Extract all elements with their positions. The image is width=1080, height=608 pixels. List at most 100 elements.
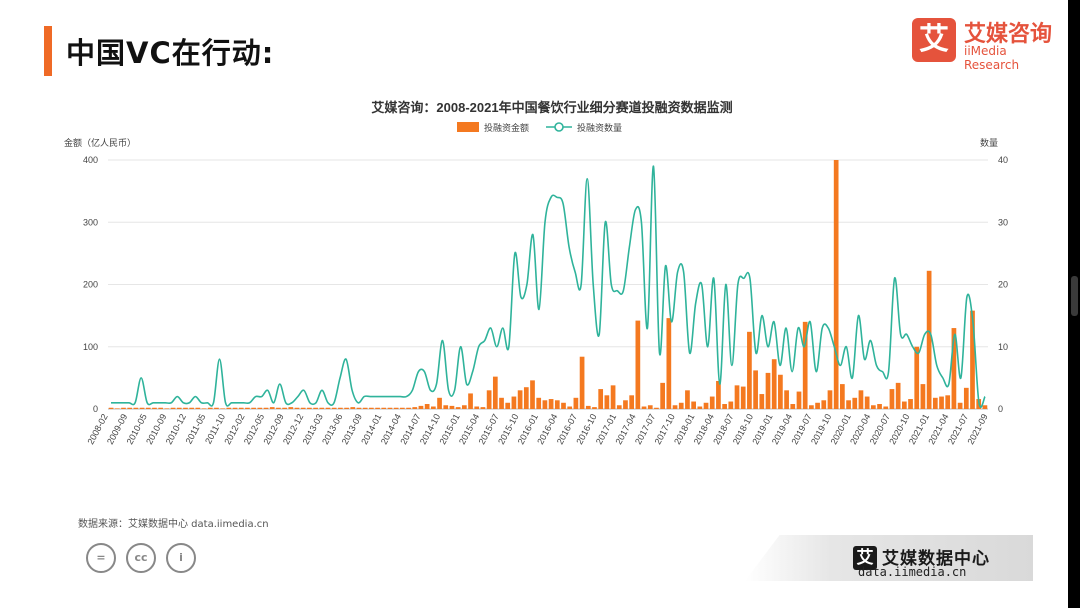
bar	[505, 402, 511, 409]
chart-title: 艾媒咨询：2008-2021年中国餐饮行业细分赛道投融资数据监测	[371, 100, 732, 115]
bar	[214, 407, 219, 409]
bar	[536, 397, 542, 409]
cc-equal-icon: =	[86, 543, 116, 573]
bar	[672, 405, 678, 409]
bar	[623, 400, 628, 409]
bar	[821, 400, 827, 409]
y-left-tick-label: 400	[83, 155, 98, 165]
bar	[840, 384, 845, 409]
scrollbar-thumb[interactable]	[1071, 276, 1078, 316]
data-center-name: 艾媒数据中心	[882, 549, 990, 569]
bar	[709, 396, 715, 409]
bar	[864, 396, 870, 409]
bar	[542, 400, 548, 409]
bar	[809, 405, 814, 409]
bar	[678, 402, 684, 409]
bar	[108, 407, 114, 409]
bar	[579, 356, 585, 409]
bar	[449, 405, 455, 409]
bar	[139, 407, 145, 409]
bar	[325, 407, 331, 409]
bar	[232, 407, 238, 409]
bar	[592, 407, 597, 409]
bar	[722, 404, 727, 409]
bar	[344, 407, 349, 409]
bar	[970, 310, 975, 409]
bar	[350, 407, 356, 409]
bar	[220, 408, 225, 409]
bar	[871, 405, 876, 409]
bar	[455, 407, 461, 409]
bar	[127, 407, 133, 409]
bar	[145, 407, 151, 409]
slide-title: 中国VC在行动:	[66, 36, 275, 70]
bar	[734, 385, 740, 409]
bar	[369, 407, 374, 409]
bar	[790, 404, 796, 409]
bar	[294, 407, 300, 409]
bar	[412, 407, 418, 409]
legend-line-label: 投融资数量	[577, 122, 622, 133]
bar	[908, 399, 913, 409]
bar	[728, 401, 734, 409]
bar	[610, 385, 616, 409]
bar	[461, 405, 467, 409]
bar	[307, 407, 312, 409]
logo-chinese-name: 艾媒咨询	[964, 22, 1053, 47]
bar	[251, 407, 256, 409]
bar	[356, 407, 362, 409]
bar	[815, 402, 820, 409]
bar	[431, 406, 436, 409]
bar	[901, 401, 907, 409]
bar	[548, 399, 554, 409]
bar	[895, 382, 901, 409]
legend-line-marker	[554, 122, 564, 132]
bar	[753, 370, 758, 409]
bar	[920, 384, 926, 409]
bar	[207, 407, 213, 409]
bar	[257, 407, 263, 409]
bar	[282, 407, 287, 409]
bar	[852, 397, 858, 409]
bar	[406, 407, 411, 409]
bar	[802, 321, 808, 409]
legend-bar-label: 投融资金额	[484, 122, 529, 133]
bar	[635, 320, 641, 409]
bar	[914, 346, 920, 409]
bar	[765, 372, 771, 409]
bar	[827, 390, 833, 409]
bar	[951, 328, 957, 409]
bar	[759, 394, 765, 409]
bar	[195, 407, 201, 409]
bar	[424, 404, 430, 409]
cc-attribution-icon: i	[166, 543, 196, 573]
bar	[573, 397, 579, 409]
bar	[530, 380, 535, 409]
bar	[889, 389, 895, 409]
bar	[778, 374, 783, 409]
y-axis-right-title: 数量	[980, 137, 998, 148]
bar	[641, 406, 647, 409]
cc-logo-icon: cc	[126, 543, 156, 573]
bar	[288, 407, 294, 409]
bar	[300, 407, 306, 409]
bar	[796, 391, 802, 409]
bar	[201, 408, 207, 409]
bar	[418, 405, 424, 409]
bar	[523, 387, 529, 409]
bar	[982, 405, 988, 409]
bar	[660, 382, 665, 409]
bar	[176, 407, 182, 409]
bar	[164, 408, 170, 409]
title-accent-bar	[44, 26, 52, 76]
bar	[158, 407, 164, 409]
y-left-tick-label: 0	[93, 404, 98, 414]
bar	[691, 401, 696, 409]
bar	[338, 407, 343, 409]
bar	[616, 405, 622, 409]
bar	[598, 389, 604, 409]
bar	[480, 407, 486, 409]
bar	[170, 407, 176, 409]
